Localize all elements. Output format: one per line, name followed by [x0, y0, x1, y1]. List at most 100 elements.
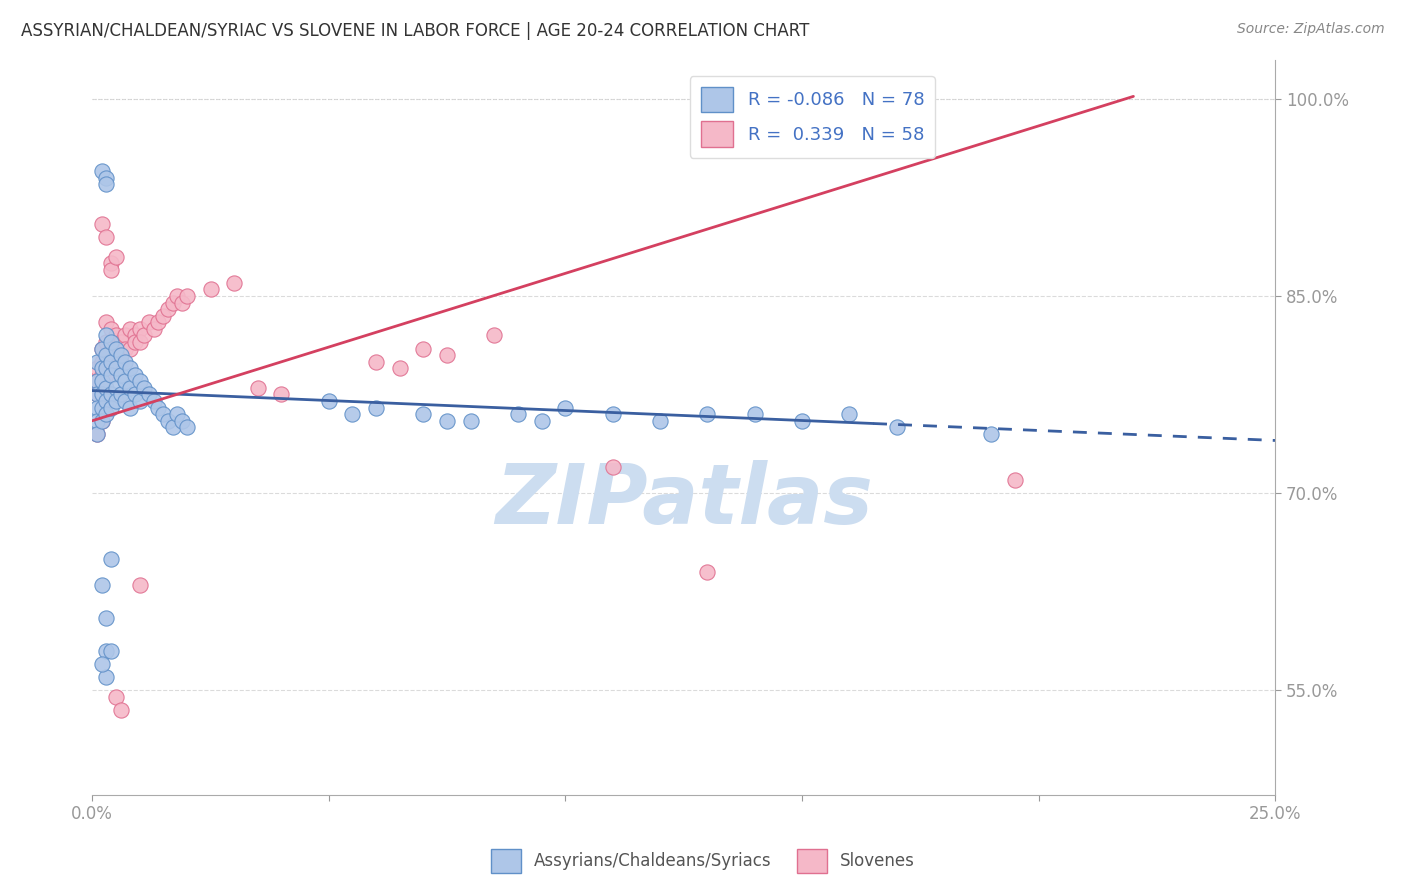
Point	[96, 178, 118, 192]
Legend: Assyrians/Chaldeans/Syriacs, Slovenes: Assyrians/Chaldeans/Syriacs, Slovenes	[484, 842, 922, 880]
Point	[118, 361, 141, 376]
Point	[460, 414, 482, 428]
Point	[114, 342, 136, 356]
Point	[90, 414, 112, 428]
Point	[100, 342, 122, 356]
Point	[96, 328, 118, 343]
Point	[148, 315, 170, 329]
Point	[110, 334, 132, 349]
Point	[104, 348, 127, 362]
Point	[124, 328, 146, 343]
Point	[104, 381, 127, 395]
Point	[96, 170, 118, 185]
Point	[1004, 473, 1026, 487]
Point	[90, 387, 112, 401]
Point	[86, 375, 108, 389]
Point	[650, 414, 672, 428]
Point	[436, 348, 458, 362]
Point	[152, 309, 174, 323]
Point	[110, 368, 132, 382]
Point	[142, 394, 165, 409]
Point	[90, 354, 112, 368]
Point	[100, 334, 122, 349]
Point	[104, 361, 127, 376]
Point	[96, 643, 118, 657]
Point	[86, 401, 108, 415]
Point	[96, 230, 118, 244]
Point	[118, 401, 141, 415]
Point	[166, 407, 188, 421]
Point	[114, 354, 136, 368]
Point	[246, 381, 269, 395]
Point	[530, 414, 553, 428]
Point	[152, 407, 174, 421]
Point	[96, 611, 118, 625]
Point	[96, 394, 118, 409]
Point	[104, 690, 127, 704]
Point	[96, 381, 118, 395]
Point	[148, 401, 170, 415]
Point	[696, 565, 718, 579]
Point	[96, 348, 118, 362]
Point	[86, 387, 108, 401]
Point	[124, 368, 146, 382]
Point	[412, 407, 434, 421]
Point	[124, 334, 146, 349]
Point	[142, 322, 165, 336]
Point	[100, 551, 122, 566]
Point	[114, 375, 136, 389]
Point	[342, 407, 364, 421]
Point	[86, 354, 108, 368]
Point	[104, 394, 127, 409]
Point	[86, 426, 108, 441]
Point	[886, 420, 908, 434]
Point	[200, 282, 222, 296]
Point	[436, 414, 458, 428]
Point	[128, 322, 150, 336]
Point	[118, 322, 141, 336]
Point	[100, 256, 122, 270]
Point	[134, 328, 156, 343]
Point	[602, 407, 624, 421]
Point	[90, 414, 112, 428]
Point	[90, 164, 112, 178]
Point	[86, 414, 108, 428]
Point	[90, 342, 112, 356]
Point	[110, 348, 132, 362]
Point	[96, 315, 118, 329]
Text: ASSYRIAN/CHALDEAN/SYRIAC VS SLOVENE IN LABOR FORCE | AGE 20-24 CORRELATION CHART: ASSYRIAN/CHALDEAN/SYRIAC VS SLOVENE IN L…	[21, 22, 810, 40]
Point	[104, 328, 127, 343]
Point	[114, 394, 136, 409]
Point	[100, 368, 122, 382]
Point	[156, 414, 179, 428]
Point	[162, 295, 184, 310]
Point	[90, 368, 112, 382]
Point	[318, 394, 340, 409]
Point	[366, 401, 388, 415]
Point	[508, 407, 530, 421]
Point	[224, 276, 246, 290]
Point	[554, 401, 576, 415]
Point	[602, 459, 624, 474]
Point	[366, 354, 388, 368]
Point	[838, 407, 860, 421]
Point	[124, 387, 146, 401]
Point	[100, 322, 122, 336]
Point	[118, 381, 141, 395]
Point	[100, 401, 122, 415]
Point	[96, 334, 118, 349]
Point	[162, 420, 184, 434]
Point	[980, 426, 1002, 441]
Point	[118, 342, 141, 356]
Point	[100, 354, 122, 368]
Point	[270, 387, 292, 401]
Text: ZIPatlas: ZIPatlas	[495, 460, 873, 541]
Point	[90, 342, 112, 356]
Point	[172, 295, 194, 310]
Point	[696, 407, 718, 421]
Point	[128, 375, 150, 389]
Point	[412, 342, 434, 356]
Point	[388, 361, 411, 376]
Point	[90, 375, 112, 389]
Point	[114, 328, 136, 343]
